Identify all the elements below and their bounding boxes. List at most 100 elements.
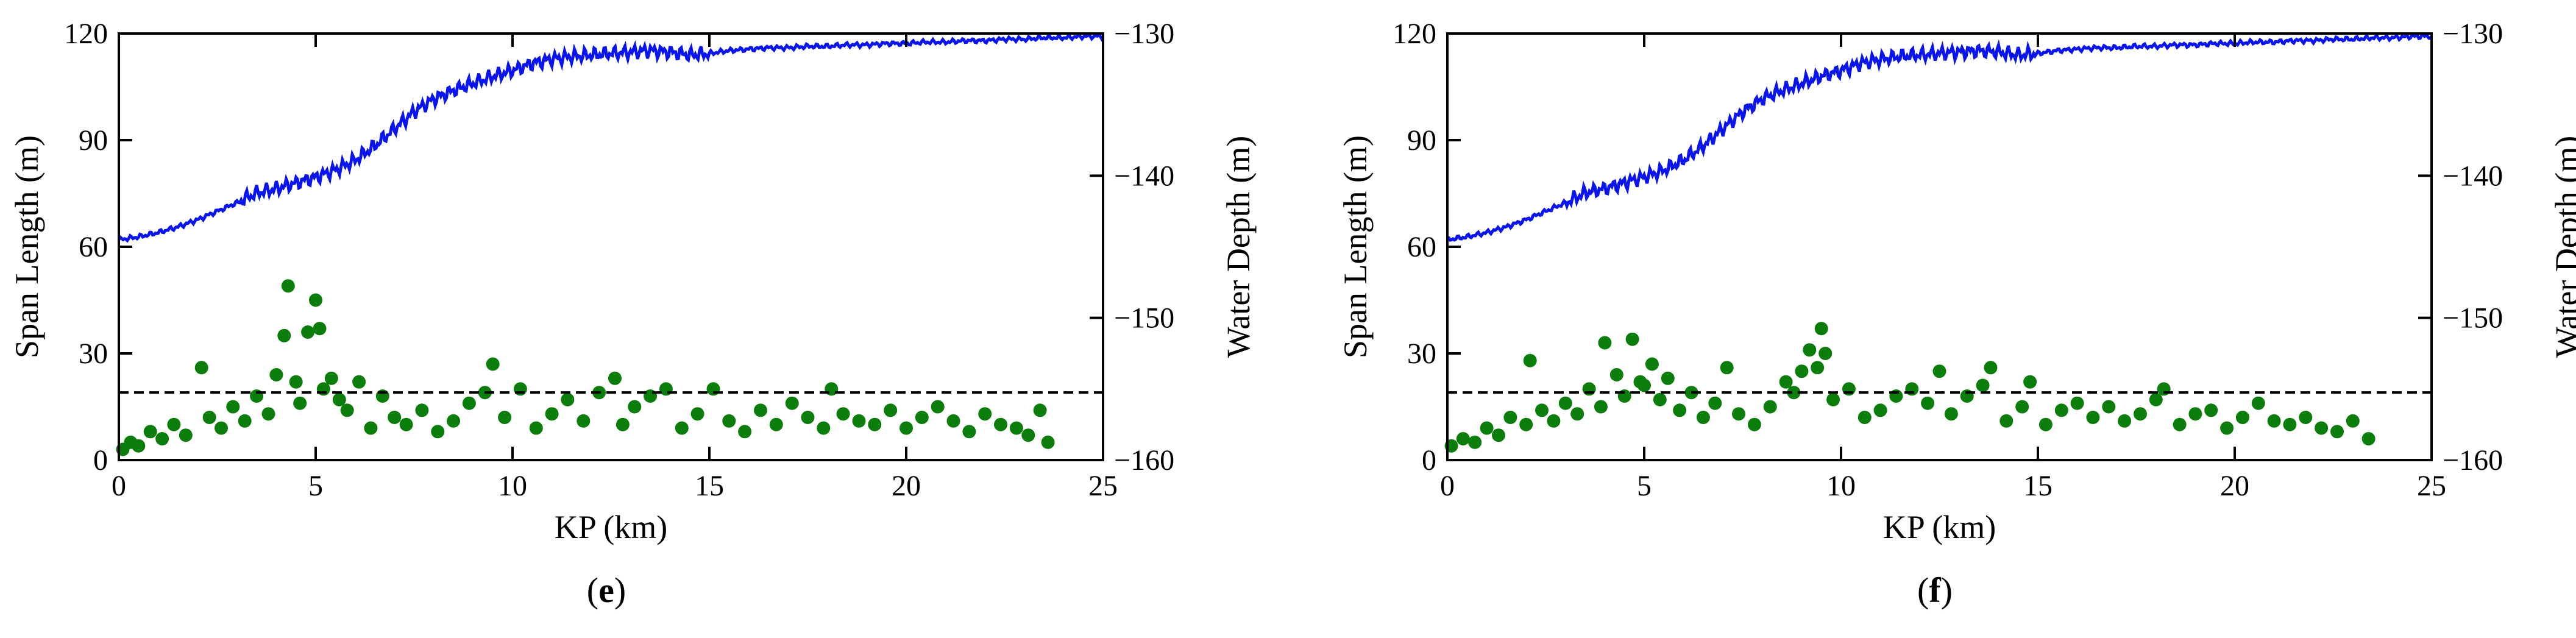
y-tick-label: 0 <box>93 444 108 477</box>
y2-axis-label: Water Depth (m) <box>1220 136 1257 358</box>
span-point <box>332 392 346 406</box>
span-point <box>277 328 291 342</box>
subplot-label-open: ( <box>1917 570 1929 610</box>
span-point <box>2315 421 2329 435</box>
x-tick-label: 0 <box>112 470 126 502</box>
span-point <box>1661 371 1675 385</box>
span-point <box>340 403 354 417</box>
x-tick-label: 15 <box>2023 470 2053 502</box>
span-point <box>261 407 275 421</box>
span-point <box>388 411 402 424</box>
span-point <box>2038 417 2053 431</box>
y2-tick-label: −140 <box>1114 160 1174 192</box>
span-point <box>2134 407 2147 421</box>
span-point <box>1637 378 1651 392</box>
span-point <box>1795 364 1809 378</box>
span-point <box>1763 400 1777 414</box>
y-tick-label: 0 <box>1422 444 1436 477</box>
span-point <box>722 414 736 428</box>
span-point <box>167 417 181 431</box>
water-depth-line <box>117 32 1105 243</box>
x-axis-label: KP (km) <box>555 509 668 545</box>
span-point <box>238 414 252 428</box>
span-point <box>281 279 295 293</box>
span-point <box>946 414 960 428</box>
span-point <box>1673 403 1687 417</box>
span-point <box>352 375 366 389</box>
span-point <box>2188 407 2202 421</box>
subplot-label-close: ) <box>1940 570 1953 610</box>
span-point <box>1523 353 1537 367</box>
x-tick-label: 5 <box>1637 470 1652 502</box>
y-tick-label: 120 <box>64 18 108 50</box>
span-point <box>313 322 327 336</box>
span-point <box>226 400 240 414</box>
span-point <box>561 392 575 406</box>
y2-tick-label: −150 <box>2443 302 2503 335</box>
span-point <box>2054 403 2068 417</box>
x-tick-label: 10 <box>1826 470 1856 502</box>
span-point <box>962 425 976 439</box>
span-point <box>143 425 157 439</box>
span-point <box>399 417 413 431</box>
span-point <box>1720 361 1734 375</box>
chart-panel-f: 0 5 10 15 20 25 0 30 60 90 120 −160 −150 −140 −130 KP (… <box>1329 0 2576 638</box>
span-point <box>301 325 315 339</box>
y2-tick-label: −130 <box>1114 18 1174 50</box>
span-point <box>817 421 831 435</box>
span-point <box>2070 396 2084 410</box>
span-point <box>2086 411 2100 424</box>
plot-frame <box>1446 32 2433 461</box>
span-point <box>2299 411 2313 424</box>
y2-tick-label: −160 <box>2443 444 2503 477</box>
chart-svg-f: 0 5 10 15 20 25 0 30 60 90 120 −160 −150 −140 −130 KP (… <box>1337 18 2576 545</box>
span-point <box>931 400 945 414</box>
water-depth-line <box>1447 33 2433 242</box>
span-point <box>884 403 898 417</box>
span-point <box>1645 357 1659 371</box>
span-point <box>675 421 689 435</box>
span-point <box>1732 407 1745 421</box>
span-point <box>155 432 169 445</box>
span-point <box>1492 428 1505 442</box>
span-point <box>2346 414 2360 428</box>
span-point <box>1814 322 1828 336</box>
span-point <box>2023 375 2037 389</box>
span-point <box>2330 425 2344 439</box>
span-point <box>899 421 913 435</box>
span-point <box>608 371 622 385</box>
span-point <box>1535 403 1549 417</box>
chart-panel-e: 0 5 10 15 20 25 0 30 60 90 120 −160 −150 −140 −130 KP (… <box>0 0 1280 638</box>
span-point <box>1480 421 1494 435</box>
y-axis-label: Span Length (m) <box>9 135 45 358</box>
span-point <box>1653 392 1667 406</box>
plot-frame <box>118 32 1104 461</box>
span-point <box>309 293 322 307</box>
span-point <box>486 357 500 371</box>
span-point <box>1873 403 1887 417</box>
y-tick-label: 120 <box>1393 18 1436 50</box>
span-point <box>269 368 283 381</box>
span-point <box>1976 378 1990 392</box>
span-point <box>628 400 642 414</box>
span-point <box>1519 417 1533 431</box>
span-point <box>994 417 1007 431</box>
span-point <box>1944 407 1958 421</box>
subplot-label-close: ) <box>614 570 626 610</box>
span-point <box>293 396 307 410</box>
x-tick-label: 0 <box>1440 470 1455 502</box>
subplot-label-letter: e <box>598 570 614 610</box>
span-point <box>1803 343 1817 357</box>
span-point <box>1598 336 1612 350</box>
span-point <box>785 396 799 410</box>
span-point <box>2361 432 2376 445</box>
x-tick-label: 10 <box>498 470 527 502</box>
span-point <box>194 361 208 375</box>
span-point <box>1932 364 1946 378</box>
span-point <box>364 421 378 435</box>
y-tick-label: 30 <box>79 338 108 370</box>
subplot-label-f: (f) <box>1874 570 1996 611</box>
span-point <box>498 411 512 424</box>
span-point <box>1468 435 1482 449</box>
y2-tick-label: −130 <box>2443 18 2503 50</box>
